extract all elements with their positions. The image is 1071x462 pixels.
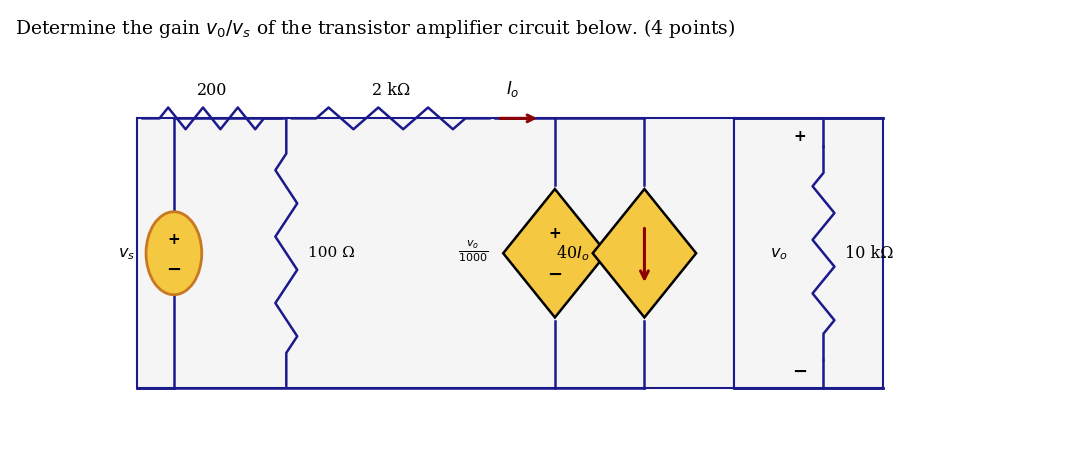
Text: Determine the gain $v_0/v_s$ of the transistor amplifier circuit below. (4 point: Determine the gain $v_0/v_s$ of the tran… — [15, 17, 735, 40]
Text: $I_o$: $I_o$ — [507, 79, 519, 98]
Text: −: − — [547, 266, 562, 284]
Text: −: − — [166, 261, 181, 279]
Polygon shape — [503, 189, 606, 317]
Text: 200: 200 — [196, 82, 227, 98]
Text: +: + — [548, 226, 561, 241]
Text: $v_s$: $v_s$ — [118, 245, 135, 262]
Text: +: + — [794, 128, 806, 144]
Polygon shape — [592, 189, 696, 317]
Text: +: + — [167, 232, 180, 247]
Text: −: − — [793, 363, 808, 381]
Text: $\frac{v_o}{1000}$: $\frac{v_o}{1000}$ — [458, 238, 488, 264]
Bar — [734, 118, 884, 388]
Text: 2 kΩ: 2 kΩ — [372, 82, 410, 98]
Text: 40$I_o$: 40$I_o$ — [556, 243, 589, 263]
Text: 10 kΩ: 10 kΩ — [845, 245, 894, 262]
Text: $v_o$: $v_o$ — [770, 245, 787, 262]
Bar — [137, 118, 734, 388]
Text: 100 Ω: 100 Ω — [308, 246, 355, 260]
Ellipse shape — [146, 212, 201, 295]
